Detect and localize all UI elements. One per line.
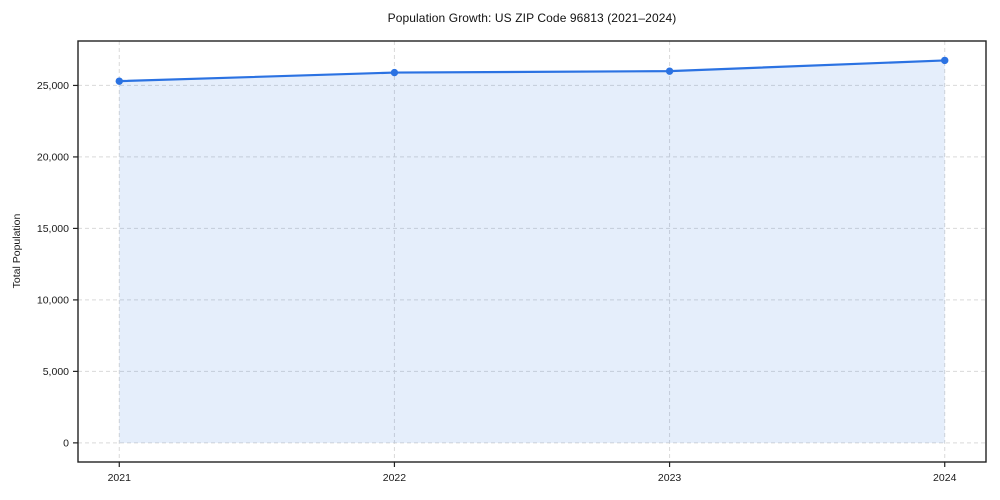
y-tick-label: 0 <box>63 438 69 450</box>
plot-border <box>77 40 987 463</box>
data-point-marker <box>390 68 399 77</box>
x-tick-label: 2021 <box>108 472 132 484</box>
y-tick-label: 20,000 <box>37 152 69 164</box>
chart-title: Population Growth: US ZIP Code 96813 (20… <box>387 11 677 25</box>
x-tick-label: 2023 <box>658 472 682 484</box>
y-tick-label: 25,000 <box>37 80 69 92</box>
area-fill <box>119 60 945 443</box>
data-point-marker <box>665 67 674 75</box>
x-tick-label: 2022 <box>383 472 407 484</box>
y-tick-label: 5,000 <box>43 366 69 378</box>
data-point-marker <box>941 56 949 65</box>
x-tick-label: 2024 <box>933 472 957 484</box>
data-point-marker <box>115 77 123 85</box>
trend-line <box>118 59 946 83</box>
y-tick-label: 10,000 <box>37 295 69 307</box>
y-tick-label: 15,000 <box>37 223 69 235</box>
